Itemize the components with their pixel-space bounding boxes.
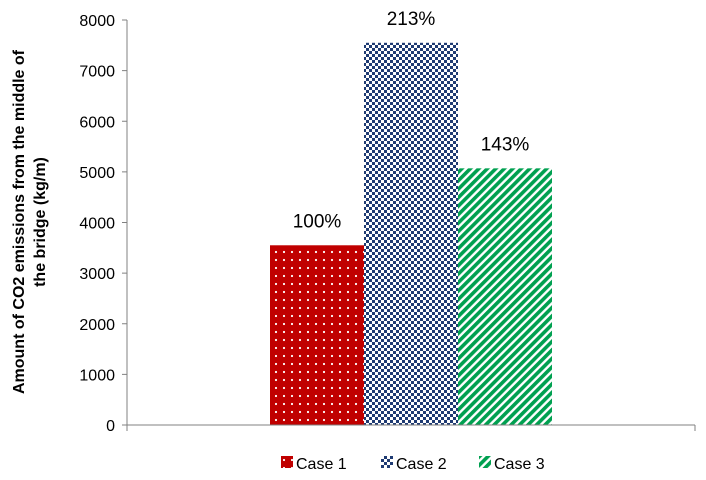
bar-series bbox=[270, 42, 552, 426]
y-axis-label-line-2: the bridge (kg/m) bbox=[32, 157, 49, 287]
legend-label: Case 1 bbox=[296, 456, 347, 473]
legend-label: Case 3 bbox=[494, 456, 545, 473]
y-axis-label-line-1: Amount of CO2 emissions from the middle … bbox=[11, 49, 28, 394]
y-tick-label: 3000 bbox=[79, 266, 115, 283]
y-axis-label: Amount of CO2 emissions from the middle … bbox=[11, 49, 49, 394]
bar-case-3 bbox=[458, 168, 552, 426]
y-tick-label: 5000 bbox=[79, 165, 115, 182]
y-tick-label: 6000 bbox=[79, 114, 115, 131]
legend-swatch bbox=[479, 456, 491, 468]
data-labels: 100% 213% 143% bbox=[293, 9, 530, 233]
data-label: 143% bbox=[481, 134, 530, 155]
y-tick-label: 8000 bbox=[79, 13, 115, 30]
data-label: 213% bbox=[387, 9, 436, 30]
legend-label: Case 2 bbox=[396, 456, 447, 473]
bar-case-1 bbox=[270, 245, 364, 425]
legend: Case 1 Case 2 Case 3 bbox=[281, 456, 545, 473]
bar-case-2 bbox=[364, 42, 458, 425]
legend-swatch bbox=[281, 456, 293, 468]
data-label: 100% bbox=[293, 211, 342, 232]
y-tick-label: 4000 bbox=[79, 216, 115, 233]
y-tick-label: 0 bbox=[106, 418, 115, 435]
y-tick-label: 7000 bbox=[79, 64, 115, 81]
legend-swatch bbox=[381, 456, 393, 468]
y-axis-ticks: 0 1000 2000 3000 4000 5000 6000 7000 8000 bbox=[79, 13, 696, 435]
y-tick-label: 2000 bbox=[79, 317, 115, 334]
y-tick-label: 1000 bbox=[79, 367, 115, 384]
